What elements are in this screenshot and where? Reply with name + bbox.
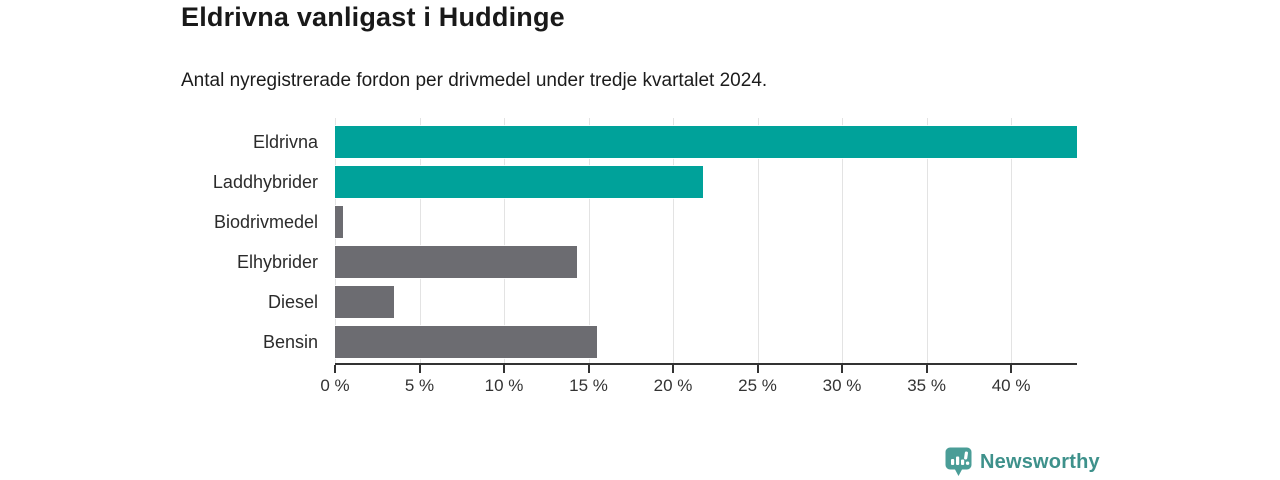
bar-eldrivna	[335, 126, 1077, 158]
tick-mark-5	[418, 365, 421, 373]
tick-mark-20	[672, 365, 675, 373]
category-label-eldrivna: Eldrivna	[252, 131, 318, 152]
chart-title: Eldrivna vanligast i Huddinge	[181, 2, 565, 32]
category-label-bensin: Bensin	[262, 331, 318, 352]
chart-subtitle: Antal nyregistrerade fordon per drivmede…	[181, 70, 768, 91]
bar-diesel	[335, 286, 395, 318]
bar-chart-speech-bubble-icon	[945, 447, 972, 476]
bar-laddhybrider	[335, 166, 704, 198]
tick-mark-40	[1010, 365, 1013, 373]
gridline-30	[842, 118, 844, 363]
brand-logo: Newsworthy	[945, 447, 1100, 477]
gridline-0	[335, 118, 336, 363]
tick-mark-0	[334, 365, 336, 373]
tick-label-40: 40 %	[991, 376, 1031, 395]
tick-mark-30	[841, 365, 844, 373]
bar-row-eldrivna	[335, 126, 1077, 158]
gridline-40	[1011, 118, 1013, 363]
tick-mark-35	[925, 365, 928, 373]
tick-label-35: 35 %	[907, 376, 946, 395]
x-axis: 0 % 5 % 10 % 15 % 20 % 25 % 30 % 35 % 40 %	[320, 365, 1077, 405]
tick-mark-25	[756, 365, 759, 373]
gridline-10	[504, 118, 506, 363]
category-axis-labels: Eldrivna Laddhybrider Biodrivmedel Elhybrid…	[0, 118, 318, 365]
category-label-diesel: Diesel	[267, 291, 318, 312]
category-label-laddhybrider: Laddhybrider	[212, 171, 318, 192]
tick-label-15: 15 %	[569, 376, 608, 395]
bar-bensin	[335, 326, 597, 358]
bar-row-bensin	[335, 326, 1077, 358]
plot-area	[335, 118, 1077, 365]
bar-row-elhybrider	[335, 246, 1077, 278]
bar-biodrivmedel	[335, 206, 344, 238]
bar-row-laddhybrider	[335, 166, 1077, 198]
brand-name: Newsworthy	[980, 450, 1100, 473]
category-label-elhybrider: Elhybrider	[236, 251, 318, 272]
tick-label-5: 5 %	[404, 376, 435, 395]
bar-elhybrider	[335, 246, 577, 278]
tick-label-25: 25 %	[738, 376, 777, 395]
bar-row-diesel	[335, 286, 1077, 318]
gridline-15	[588, 118, 590, 363]
category-label-biodrivmedel: Biodrivmedel	[213, 211, 318, 232]
tick-label-30: 30 %	[822, 376, 862, 395]
gridline-25	[757, 118, 759, 363]
tick-mark-15	[587, 365, 590, 373]
gridline-20	[673, 118, 675, 363]
tick-mark-10	[503, 365, 506, 373]
tick-label-20: 20 %	[653, 376, 693, 395]
gridline-5	[419, 118, 421, 363]
gridline-35	[926, 118, 928, 363]
bar-row-biodrivmedel	[335, 206, 1077, 238]
tick-label-10: 10 %	[484, 376, 524, 395]
tick-label-0: 0 %	[320, 376, 350, 395]
